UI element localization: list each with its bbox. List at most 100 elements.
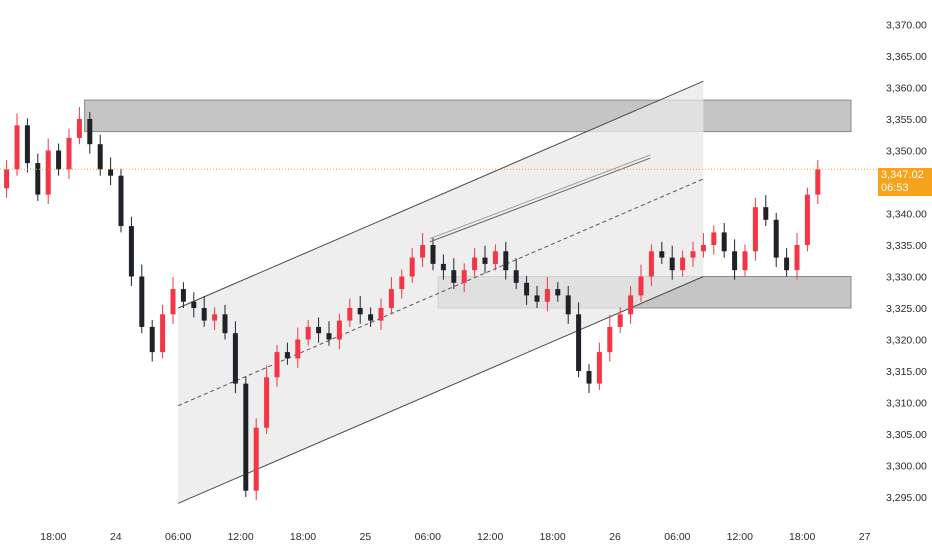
y-axis: 3,295.00 3,300.00 3,305.00 3,310.00 3,315.00…: [886, 20, 927, 505]
candle-body: [534, 295, 540, 302]
candle-body: [274, 352, 280, 378]
supply-zone: [84, 99, 852, 133]
y-tick-label: 3,365.00: [886, 51, 927, 63]
candle-body: [253, 427, 259, 491]
candle-body: [409, 257, 415, 277]
candle-body: [399, 276, 405, 290]
candle-body: [482, 257, 488, 264]
candle-body: [357, 308, 363, 315]
candle-body: [617, 314, 623, 327]
candle-body: [607, 326, 613, 353]
candle-body: [492, 251, 498, 264]
candles-layer: [4, 107, 821, 501]
channel-layer: [178, 80, 704, 504]
candle-body: [430, 245, 436, 264]
candle-body: [24, 125, 30, 164]
candle-body: [669, 257, 675, 271]
candle-body: [368, 314, 374, 321]
candle-body: [472, 257, 478, 271]
candle-body: [160, 314, 166, 353]
candle-body: [76, 119, 82, 138]
candle-body: [128, 226, 134, 277]
candle-body: [794, 245, 800, 271]
y-tick-label: 3,320.00: [886, 335, 927, 347]
x-tick-label: 12:00: [727, 531, 753, 543]
candle-body: [170, 289, 176, 315]
candle-body: [45, 150, 51, 195]
y-tick-label: 3,305.00: [886, 429, 927, 441]
x-tick-label: 06:00: [664, 531, 690, 543]
candle-body: [565, 295, 571, 315]
y-tick-label: 3,325.00: [886, 303, 927, 315]
candle-body: [347, 308, 353, 321]
candle-body: [773, 219, 779, 258]
candle-body: [690, 251, 696, 258]
y-tick-label: 3,310.00: [886, 398, 927, 410]
x-tick-label: 12:00: [227, 531, 253, 543]
candle-body: [420, 245, 426, 258]
y-tick-label: 3,295.00: [886, 492, 927, 504]
x-tick-label: 18:00: [40, 531, 66, 543]
y-tick-label: 3,340.00: [886, 209, 927, 221]
candle-body: [284, 352, 290, 359]
candle-body: [222, 314, 228, 334]
channel-lower-line: [178, 276, 704, 504]
y-tick-label: 3,315.00: [886, 366, 927, 378]
candle-body: [544, 289, 550, 302]
candle-body: [201, 308, 207, 321]
candle-body: [659, 251, 665, 258]
candle-body: [295, 339, 301, 359]
candle-body: [14, 125, 20, 170]
candle-body: [264, 377, 270, 428]
candle-body: [378, 308, 384, 321]
candle-body: [628, 295, 634, 315]
candle-body: [586, 371, 592, 384]
x-tick-label: 18:00: [789, 531, 815, 543]
candle-body: [763, 207, 769, 220]
candle-body: [732, 251, 738, 271]
x-tick-label: 12:00: [477, 531, 503, 543]
candle-body: [108, 169, 114, 176]
y-tick-label: 3,335.00: [886, 240, 927, 252]
candle-body: [243, 383, 249, 491]
candle-body: [180, 289, 186, 302]
candle-body: [316, 326, 322, 334]
y-tick-label: 3,370.00: [886, 20, 927, 32]
candle-body: [440, 263, 446, 271]
candle-body: [524, 282, 530, 296]
x-tick-label: 06:00: [165, 531, 191, 543]
x-tick-label: 06:00: [415, 531, 441, 543]
x-tick-label: 18:00: [290, 531, 316, 543]
candle-body: [451, 270, 457, 283]
candle-body: [326, 333, 332, 340]
candle-body: [815, 169, 821, 195]
y-tick-label: 3,360.00: [886, 83, 927, 95]
candle-body: [191, 301, 197, 308]
candle-body: [804, 194, 810, 245]
y-tick-label: 3,355.00: [886, 114, 927, 126]
x-tick-label: 27: [859, 531, 871, 543]
candle-body: [87, 119, 93, 145]
candle-body: [721, 232, 727, 252]
candle-body: [56, 150, 62, 170]
current-price-label: 3,347.02 06:53: [878, 168, 932, 196]
candle-body: [461, 270, 467, 283]
candle-body: [212, 314, 218, 321]
candle-body: [638, 276, 644, 296]
channel-upper-line: [178, 80, 704, 309]
candle-body: [336, 320, 342, 340]
current-price-value: 3,347.02: [881, 169, 924, 181]
wedge-line: [429, 154, 651, 240]
candle-body: [305, 326, 311, 340]
x-tick-label: 26: [609, 531, 621, 543]
candle-body: [388, 289, 394, 308]
candle-body: [784, 257, 790, 271]
y-tick-label: 3,300.00: [886, 461, 927, 473]
candle-body: [711, 232, 717, 245]
candle-body: [752, 207, 758, 252]
channel-midline: [178, 178, 704, 407]
candle-body: [742, 251, 748, 271]
candle-countdown: 06:53: [881, 182, 909, 194]
candle-body: [648, 251, 654, 277]
